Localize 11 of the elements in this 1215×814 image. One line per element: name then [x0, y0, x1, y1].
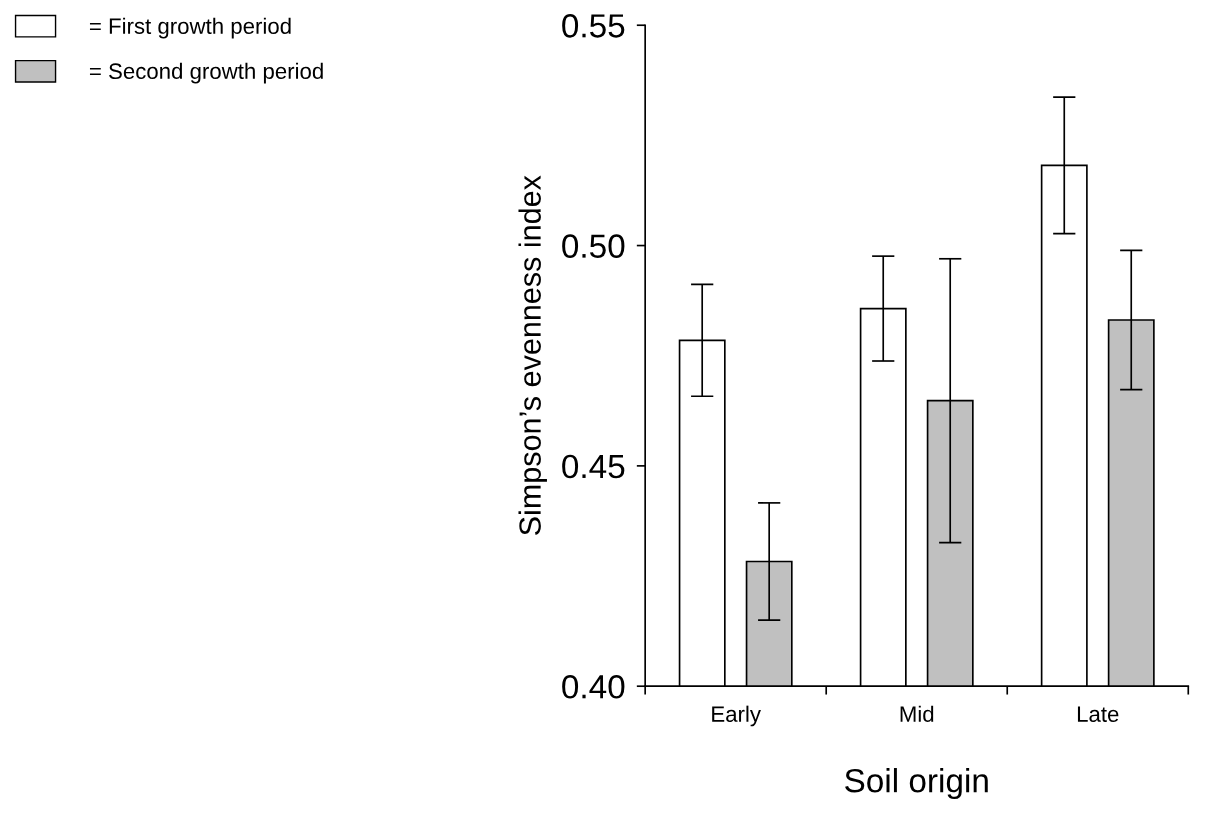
y-axis-title: Simpson’s evenness index	[518, 175, 547, 535]
y-tick-label: 0.40	[562, 675, 625, 699]
x-tick-label: Late	[1077, 706, 1119, 722]
x-axis-title: Soil origin	[845, 768, 988, 800]
x-tick-label: Mid	[900, 705, 934, 722]
y-tick-label: 0.45	[562, 454, 625, 479]
legend-label: = First growth period	[89, 17, 291, 39]
legend-label: = Second growth period	[89, 62, 323, 84]
x-tick-label: Early	[712, 705, 761, 727]
y-tick-label: 0.55	[562, 14, 625, 38]
y-tick-label: 0.50	[562, 234, 625, 258]
